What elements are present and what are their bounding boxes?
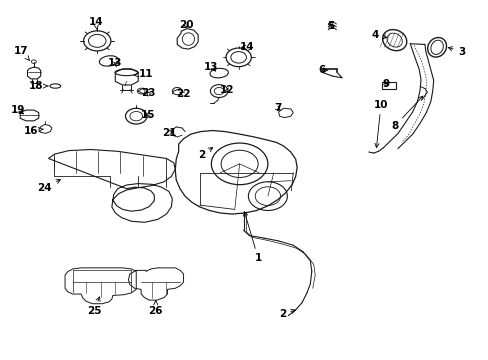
Text: 16: 16 <box>23 126 43 135</box>
Text: 13: 13 <box>108 58 122 68</box>
Text: 19: 19 <box>11 105 25 115</box>
Text: 22: 22 <box>176 89 190 99</box>
Text: 20: 20 <box>179 20 193 30</box>
Text: 10: 10 <box>373 100 387 148</box>
Text: 9: 9 <box>382 79 388 89</box>
Text: 25: 25 <box>87 297 102 316</box>
Text: 21: 21 <box>162 128 176 138</box>
Text: 12: 12 <box>220 85 234 95</box>
Text: 3: 3 <box>447 46 464 57</box>
Text: 5: 5 <box>327 21 334 31</box>
Text: 26: 26 <box>148 301 163 316</box>
Text: 13: 13 <box>203 62 218 72</box>
Text: 24: 24 <box>37 180 61 193</box>
Text: 2: 2 <box>278 310 295 319</box>
Text: 11: 11 <box>134 69 153 79</box>
Text: 15: 15 <box>141 110 155 120</box>
Text: 6: 6 <box>317 64 327 75</box>
Text: 1: 1 <box>243 212 261 263</box>
Text: 8: 8 <box>390 96 422 131</box>
Text: 14: 14 <box>239 42 254 52</box>
Text: 4: 4 <box>371 30 386 40</box>
Text: 17: 17 <box>14 46 29 60</box>
Text: 14: 14 <box>88 17 103 30</box>
Text: 2: 2 <box>198 148 212 160</box>
Text: 18: 18 <box>28 81 48 91</box>
Text: 7: 7 <box>273 103 281 113</box>
Text: 23: 23 <box>141 88 155 98</box>
